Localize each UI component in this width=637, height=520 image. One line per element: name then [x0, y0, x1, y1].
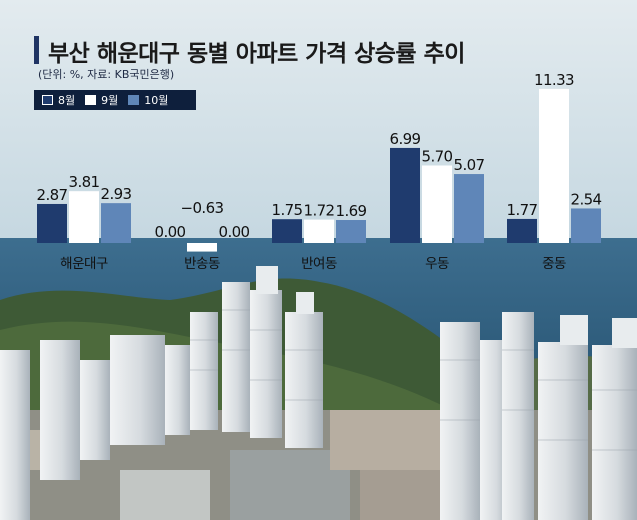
bar-3-0	[390, 147, 420, 243]
bar-3-2	[454, 174, 484, 243]
legend-swatch-8	[42, 95, 53, 105]
bar-2-0	[272, 219, 302, 243]
value-label-0-1: 3.81	[69, 173, 100, 191]
value-label-1-2: 0.00	[219, 223, 250, 241]
value-label-2-0: 1.75	[272, 201, 303, 219]
bar-2-1	[304, 219, 334, 243]
value-label-0-2: 2.93	[101, 185, 132, 203]
value-label-4-0: 1.77	[507, 201, 538, 219]
title-accent-bar	[34, 36, 39, 64]
category-label-2: 반여동	[301, 256, 337, 272]
value-label-1-1: −0.63	[181, 199, 224, 217]
value-label-3-2: 5.07	[454, 156, 485, 174]
legend-item-9: 9월	[85, 92, 118, 108]
value-label-2-2: 1.69	[336, 202, 367, 220]
value-label-1-0: 0.00	[155, 223, 186, 241]
category-label-1: 반송동	[184, 256, 220, 272]
value-label-4-2: 2.54	[571, 190, 602, 208]
bar-3-1	[422, 165, 452, 243]
category-label-3: 우동	[425, 256, 449, 272]
bar-0-0	[37, 203, 67, 243]
legend: 8월 9월 10월	[34, 90, 196, 110]
legend-item-10: 10월	[128, 92, 168, 108]
legend-label-10: 10월	[144, 94, 169, 107]
bar-4-1	[539, 88, 569, 243]
value-label-3-1: 5.70	[422, 147, 453, 165]
value-label-3-0: 6.99	[390, 130, 421, 148]
value-label-2-1: 1.72	[304, 202, 335, 220]
bar-4-2	[571, 208, 601, 243]
value-label-0-0: 2.87	[37, 186, 68, 204]
legend-swatch-10	[128, 95, 140, 105]
legend-item-8: 8월	[42, 92, 75, 108]
category-label-0: 해운대구	[60, 256, 108, 272]
category-label-4: 중동	[542, 256, 566, 272]
bar-0-1	[69, 191, 99, 243]
chart-subtitle: (단위: %, 자료: KB국민은행)	[38, 68, 175, 81]
bar-4-0	[507, 218, 537, 243]
legend-label-9: 9월	[101, 94, 119, 107]
bar-1-1	[187, 243, 217, 252]
bar-2-2	[336, 220, 366, 243]
legend-swatch-9	[85, 95, 97, 105]
chart-title: 부산 해운대구 동별 아파트 가격 상승률 추이	[48, 41, 465, 67]
bar-0-2	[101, 203, 131, 243]
legend-label-8: 8월	[58, 94, 76, 107]
value-label-4-1: 11.33	[534, 71, 574, 89]
